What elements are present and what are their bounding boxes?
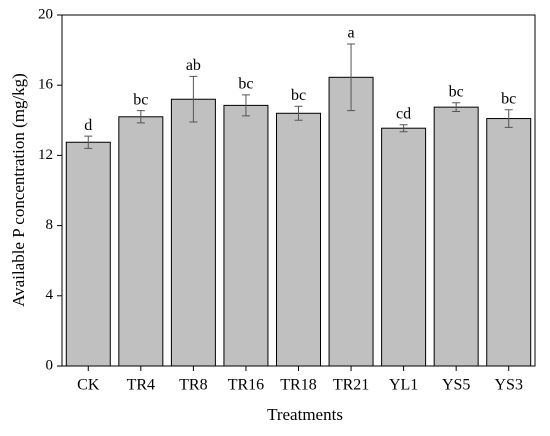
bar (170, 98, 216, 367)
significance-letter: ab (186, 57, 201, 74)
x-axis-label: Treatments (267, 405, 343, 424)
error-bar (347, 43, 356, 112)
error-bar (399, 124, 408, 133)
y-tick-label: 8 (46, 217, 54, 233)
bar (381, 127, 427, 367)
significance-letter: bc (133, 91, 148, 108)
error-bar (241, 94, 250, 117)
y-tick-label: 20 (38, 6, 53, 22)
x-tick-label: TR4 (127, 377, 155, 394)
y-tick-label: 0 (46, 357, 54, 373)
error-bar (84, 135, 93, 149)
bar (118, 116, 164, 367)
error-bar (189, 75, 198, 123)
error-bar (504, 109, 513, 128)
x-tick-label: TR16 (228, 377, 264, 394)
bar (433, 106, 479, 367)
significance-letter: a (348, 25, 355, 42)
significance-letter: bc (449, 83, 464, 100)
significance-letter: cd (396, 105, 411, 122)
x-tick-label: TR8 (179, 377, 207, 394)
bar (328, 76, 374, 367)
significance-letter: d (84, 117, 92, 134)
error-bar (294, 105, 303, 121)
bar (223, 104, 269, 367)
y-tick-label: 4 (46, 287, 54, 303)
x-tick-label: TR21 (333, 377, 369, 394)
error-bar (136, 110, 145, 124)
bar (65, 141, 111, 367)
error-bar (452, 102, 461, 113)
x-tick-label: TR18 (280, 377, 316, 394)
bar (486, 118, 532, 367)
y-tick-label: 12 (38, 147, 53, 163)
y-axis-label: Available P concentration (mg/kg) (9, 73, 28, 307)
significance-letter: bc (291, 87, 306, 104)
bar (276, 112, 321, 367)
x-tick-label: CK (77, 377, 100, 394)
x-tick-label: YL1 (389, 377, 418, 394)
significance-letter: bc (238, 76, 253, 93)
x-tick-label: YS3 (494, 377, 522, 394)
significance-letter: bc (501, 90, 516, 107)
y-tick-label: 16 (38, 77, 54, 93)
x-tick-label: YS5 (442, 377, 470, 394)
